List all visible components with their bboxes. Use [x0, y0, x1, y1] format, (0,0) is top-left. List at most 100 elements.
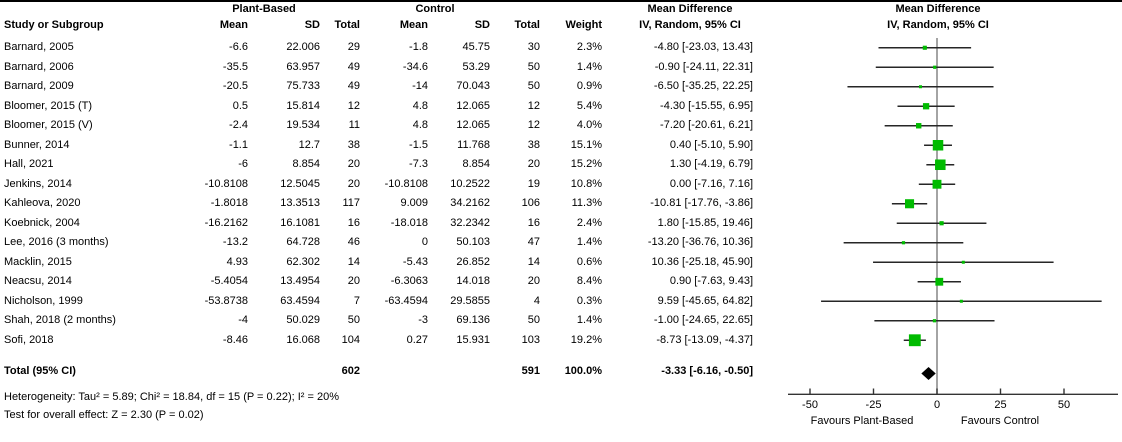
study-marker: [935, 277, 944, 286]
mean-cell: -16.2162: [204, 216, 248, 229]
total-cell: 50: [527, 60, 540, 73]
sd-cell: 12.7: [298, 138, 320, 151]
weight-cell: 11.3%: [571, 197, 602, 209]
sd-cell: 22.006: [286, 41, 320, 53]
mean-cell: -1.8: [409, 41, 428, 53]
mean-cell: -10.8108: [204, 177, 248, 190]
mean-cell: -6: [238, 158, 248, 170]
total-row-group1-total: 602: [341, 365, 360, 377]
pooled-diamond: [921, 367, 936, 380]
mean-cell: 0: [421, 236, 428, 248]
sd-cell: 64.728: [286, 236, 320, 248]
study-name-cell: Bunner, 2014: [4, 138, 70, 151]
favours-left-label: Favours Plant-Based: [811, 415, 914, 427]
overall-effect-note: Test for overall effect: Z = 2.30 (P = 0…: [4, 409, 204, 421]
ci-text-cell: 0.90 [-7.63, 9.43]: [669, 275, 753, 287]
plot-header-line1: Mean Difference: [895, 3, 981, 15]
sd-cell: 32.2342: [450, 216, 490, 229]
total-cell: 49: [347, 80, 360, 92]
mean-cell: -35.5: [222, 60, 248, 73]
total-cell: 103: [521, 333, 540, 346]
heterogeneity-note: Heterogeneity: Tau² = 5.89; Chi² = 18.84…: [4, 391, 339, 403]
study-name-cell: Barnard, 2005: [4, 41, 74, 53]
total-cell: 14: [527, 255, 540, 268]
total-cell: 16: [347, 216, 360, 229]
weight-cell: 19.2%: [570, 333, 602, 346]
study-name-cell: Shah, 2018 (2 months): [4, 314, 116, 326]
study-name-cell: Neacsu, 2014: [4, 275, 72, 287]
study-marker: [939, 221, 944, 226]
sd-cell: 29.5855: [450, 294, 490, 307]
sd-cell: 12.065: [456, 119, 490, 131]
mean-cell: -8.46: [222, 333, 248, 346]
group1-sd-header: SD: [304, 19, 320, 31]
sd-cell: 45.75: [462, 41, 490, 53]
study-marker: [918, 85, 922, 89]
sd-cell: 50.029: [286, 314, 320, 326]
weight-cell: 2.3%: [576, 41, 602, 53]
total-cell: 46: [347, 236, 360, 248]
mean-cell: -4: [238, 314, 248, 326]
total-cell: 47: [527, 236, 540, 248]
ci-text-cell: -7.20 [-20.61, 6.21]: [660, 119, 753, 131]
weight-cell: 0.9%: [576, 80, 602, 92]
total-cell: 50: [527, 314, 540, 326]
total-cell: 29: [347, 41, 360, 53]
favours-right-label: Favours Control: [961, 415, 1039, 427]
ci-text-cell: -13.20 [-36.76, 10.36]: [647, 236, 753, 248]
mean-cell: -5.4054: [210, 275, 248, 287]
study-name-cell: Bloomer, 2015 (T): [4, 99, 93, 112]
axis-tick-label: 50: [1058, 399, 1070, 411]
study-name-cell: Koebnick, 2004: [4, 216, 80, 229]
axis-tick-label: 0: [934, 399, 940, 411]
total-row-ci: -3.33 [-6.16, -0.50]: [661, 365, 753, 377]
total-cell: 38: [347, 138, 360, 151]
mean-cell: -1.5: [409, 138, 428, 151]
sd-cell: 19.534: [286, 119, 320, 131]
total-cell: 12: [527, 99, 540, 112]
study-marker: [959, 299, 963, 303]
sd-cell: 15.814: [286, 99, 320, 112]
study-column-header: Study or Subgroup: [4, 19, 104, 31]
total-row-label: Total (95% CI): [4, 365, 76, 377]
total-cell: 4: [533, 294, 540, 307]
weight-cell: 0.6%: [576, 255, 602, 268]
ci-text-cell: 9.59 [-45.65, 64.82]: [657, 294, 753, 307]
study-name-cell: Sofi, 2018: [4, 333, 54, 346]
study-marker: [922, 45, 927, 50]
mean-cell: 0.5: [232, 99, 248, 112]
total-cell: 38: [527, 138, 540, 151]
sd-cell: 34.2162: [450, 197, 490, 209]
ci-text-cell: -6.50 [-35.25, 22.25]: [653, 80, 753, 92]
sd-cell: 13.3513: [280, 197, 320, 209]
plot-header-line2: IV, Random, 95% CI: [887, 19, 989, 31]
axis-tick-label: 25: [994, 399, 1006, 411]
study-name-cell: Macklin, 2015: [4, 255, 72, 268]
study-marker: [908, 334, 921, 347]
study-name-cell: Hall, 2021: [4, 158, 54, 170]
sd-cell: 12.065: [456, 99, 490, 112]
weight-cell: 0.3%: [576, 294, 602, 307]
total-cell: 30: [527, 41, 540, 53]
total-cell: 20: [347, 158, 360, 170]
mean-cell: -2.4: [229, 119, 248, 131]
sd-cell: 14.018: [456, 275, 490, 287]
ci-text-cell: -4.80 [-23.03, 13.43]: [653, 41, 753, 53]
group2-header: Control: [415, 3, 455, 15]
weight-cell: 10.8%: [570, 177, 602, 190]
mean-cell: -18.018: [390, 216, 428, 229]
total-cell: 16: [527, 216, 540, 229]
study-marker: [961, 260, 965, 264]
axis-tick-label: -50: [802, 399, 818, 411]
sd-cell: 63.957: [286, 60, 320, 73]
study-name-cell: Kahleova, 2020: [4, 197, 81, 209]
mean-cell: -63.4594: [384, 294, 428, 307]
total-cell: 12: [347, 99, 360, 112]
ci-text-cell: 0.40 [-5.10, 5.90]: [669, 138, 753, 151]
total-cell: 11: [348, 119, 360, 131]
total-cell: 49: [347, 60, 360, 73]
ci-text-cell: 1.30 [-4.19, 6.79]: [669, 158, 753, 170]
group2-total-header: Total: [514, 19, 540, 31]
total-cell: 20: [347, 177, 360, 190]
ci-text-cell: 0.00 [-7.16, 7.16]: [669, 177, 753, 190]
